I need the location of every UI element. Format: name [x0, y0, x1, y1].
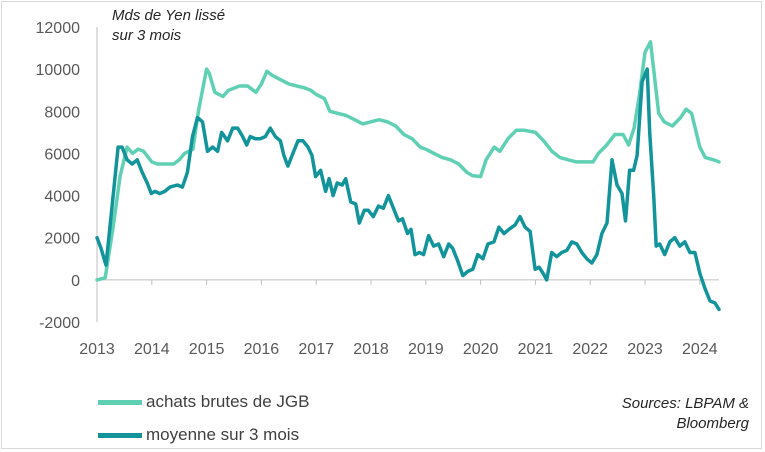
x-tick-label: 2023 [627, 341, 663, 358]
y-axis-tick-labels: -2000 0 2000 4000 6000 8000 10000 12000 [36, 20, 81, 332]
sources-note: Sources: LBPAM & Bloomberg [622, 394, 749, 434]
legend-item-achats: achats brutes de JGB [98, 392, 309, 412]
x-tick-label: 2016 [244, 341, 280, 358]
x-tick-label: 2021 [518, 341, 554, 358]
x-axis-tick-marks [96, 279, 701, 285]
x-tick-label: 2022 [572, 341, 608, 358]
legend-label-achats: achats brutes de JGB [146, 392, 310, 411]
x-tick-label: 2013 [79, 341, 115, 358]
legend-swatch-achats [98, 399, 142, 405]
y-tick-label: 12000 [36, 20, 81, 37]
y-tick-label: 4000 [44, 189, 80, 206]
x-tick-label: 2020 [463, 341, 499, 358]
x-tick-label: 2015 [189, 341, 225, 358]
unit-note-line-1: Mds de Yen lissé [112, 7, 226, 24]
x-axis-tick-labels: 2013 2014 2015 2016 2017 2018 2019 2020 2021 2022… [79, 341, 718, 358]
x-tick-label: 2017 [298, 341, 334, 358]
y-tick-label: 10000 [36, 62, 81, 79]
x-tick-label: 2019 [408, 341, 444, 358]
sources-line-2: Bloomberg [676, 415, 749, 432]
legend-swatch-moyenne [98, 432, 142, 438]
legend-label-moyenne: moyenne sur 3 mois [146, 425, 300, 444]
sources-line-1: Sources: LBPAM & [621, 395, 749, 412]
y-tick-label: 6000 [44, 146, 80, 163]
unit-note-line-2: sur 3 mois [112, 27, 182, 44]
unit-note: Mds de Yen lissé sur 3 mois [112, 6, 225, 46]
series-line-moyenne [95, 67, 721, 312]
series-layer [95, 40, 721, 312]
y-tick-label: 0 [71, 273, 80, 290]
y-tick-label: -2000 [39, 315, 80, 332]
legend-item-moyenne: moyenne sur 3 mois [98, 425, 299, 445]
x-tick-label: 2018 [353, 341, 389, 358]
y-tick-label: 8000 [44, 104, 80, 121]
x-tick-label: 2024 [682, 341, 718, 358]
y-tick-label: 2000 [44, 231, 80, 248]
x-tick-label: 2014 [134, 341, 170, 358]
